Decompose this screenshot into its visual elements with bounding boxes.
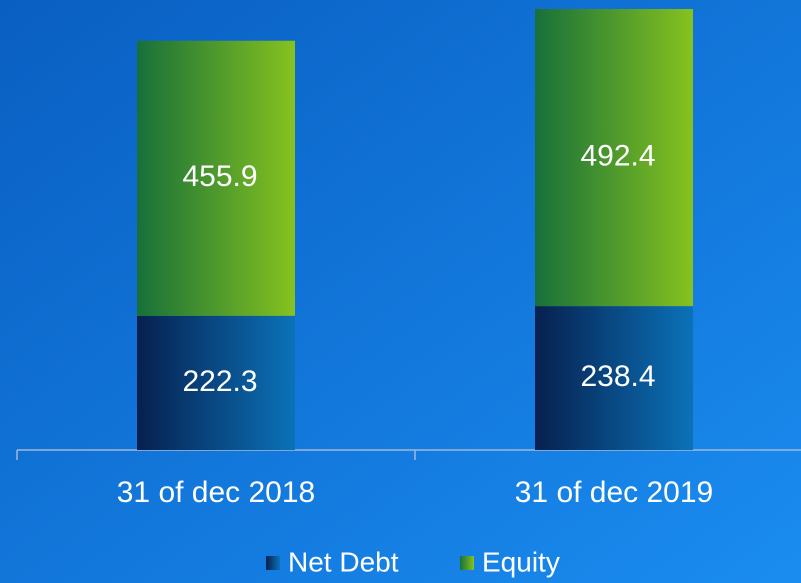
- bar-segment: [535, 9, 693, 307]
- x-tick-label: 31 of dec 2019: [515, 476, 714, 509]
- bar-segment: [535, 306, 693, 450]
- bar-segment: [137, 315, 295, 450]
- legend-label: Equity: [482, 546, 560, 577]
- legend-marker: [266, 556, 280, 570]
- data-label: 492.4: [580, 139, 655, 172]
- legend-marker: [460, 556, 474, 570]
- data-label: 455.9: [182, 160, 257, 193]
- bar-segment: [137, 40, 295, 316]
- x-tick-label: 31 of dec 2018: [117, 476, 316, 509]
- data-label: 238.4: [580, 360, 655, 393]
- data-label: 222.3: [182, 365, 257, 398]
- legend-label: Net Debt: [288, 546, 399, 577]
